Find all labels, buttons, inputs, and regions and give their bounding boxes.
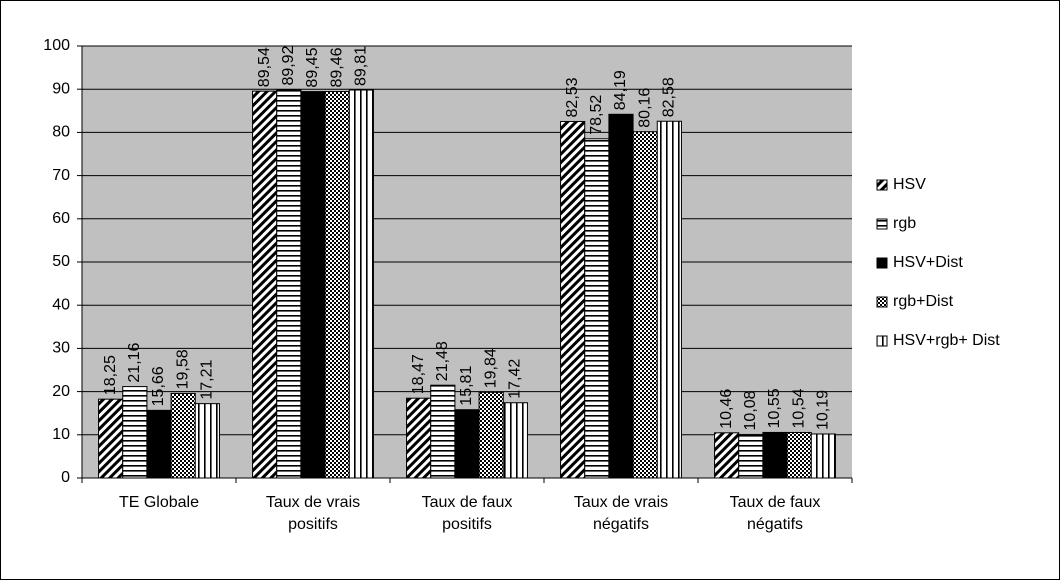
bar (762, 431, 788, 479)
data-label: 17,21 (199, 360, 216, 400)
data-label: 15,66 (150, 366, 167, 406)
bar (786, 431, 812, 479)
y-tick-label: 90 (52, 80, 70, 97)
legend-swatch (876, 179, 888, 191)
bar (146, 409, 172, 479)
data-label: 21,16 (126, 342, 143, 382)
bar (406, 397, 432, 479)
bar (632, 131, 658, 479)
data-label: 82,58 (661, 77, 678, 117)
y-tick-label: 100 (43, 37, 70, 54)
y-tick-label: 0 (61, 469, 70, 486)
bar (738, 433, 764, 479)
data-label: 80,16 (636, 88, 653, 128)
legend-swatch (876, 335, 888, 347)
legend-swatch (876, 296, 888, 308)
y-tick-label: 20 (52, 383, 70, 400)
legend-label: HSV+rgb+ Dist (893, 332, 1000, 349)
data-label: 10,54 (790, 388, 807, 428)
data-label: 10,19 (815, 390, 832, 430)
data-label: 19,58 (174, 349, 191, 389)
data-label: 15,81 (458, 366, 475, 406)
legend-swatch (876, 218, 888, 230)
bar (122, 386, 148, 479)
y-tick-label: 50 (52, 253, 70, 270)
data-label: 17,42 (507, 359, 524, 399)
data-label: 10,08 (742, 390, 759, 430)
bar (98, 398, 124, 479)
data-label: 21,48 (434, 341, 451, 381)
bar (478, 391, 504, 479)
bar (584, 138, 610, 479)
bar (252, 90, 278, 479)
bar (810, 433, 836, 479)
data-label: 18,47 (410, 354, 427, 394)
legend-label: HSV+Dist (893, 254, 963, 271)
data-label: 10,55 (766, 388, 783, 428)
x-tick-label: Taux de vrais positifs (265, 494, 361, 533)
data-label: 89,92 (280, 45, 297, 85)
x-tick-label: Taux de vrais négatifs (573, 494, 669, 533)
data-label: 10,46 (718, 389, 735, 429)
legend-label: rgb+Dist (893, 293, 954, 310)
legend-label: HSV (893, 176, 926, 193)
legend-label: rgb (893, 215, 916, 232)
bar (714, 432, 740, 479)
bar (502, 402, 528, 479)
data-label: 18,25 (102, 355, 119, 395)
bar (276, 89, 302, 479)
data-label: 78,52 (588, 95, 605, 135)
data-label: 19,84 (482, 348, 499, 388)
y-tick-label: 40 (52, 296, 70, 313)
bar (170, 392, 196, 479)
bar (194, 403, 220, 479)
y-tick-label: 10 (52, 426, 70, 443)
bar (656, 120, 682, 479)
y-tick-label: 70 (52, 167, 70, 184)
bar (300, 91, 326, 479)
x-tick-label: Taux de faux négatifs (729, 494, 821, 533)
bar (608, 113, 634, 479)
data-label: 89,46 (328, 47, 345, 87)
data-label: 89,81 (353, 46, 370, 86)
y-tick-label: 60 (52, 210, 70, 227)
x-tick-label: TE Globale (118, 494, 200, 511)
data-label: 82,53 (564, 77, 581, 117)
y-tick-label: 30 (52, 340, 70, 357)
bar (560, 120, 586, 479)
legend-swatch (876, 257, 888, 269)
x-tick-label: Taux de faux positifs (421, 494, 513, 533)
data-label: 89,45 (304, 47, 321, 87)
bar (454, 409, 480, 479)
bar (348, 89, 374, 479)
y-tick-label: 80 (52, 124, 70, 141)
data-label: 89,54 (256, 47, 273, 87)
bar (324, 91, 350, 479)
data-label: 84,19 (612, 70, 629, 110)
bar (430, 384, 456, 479)
